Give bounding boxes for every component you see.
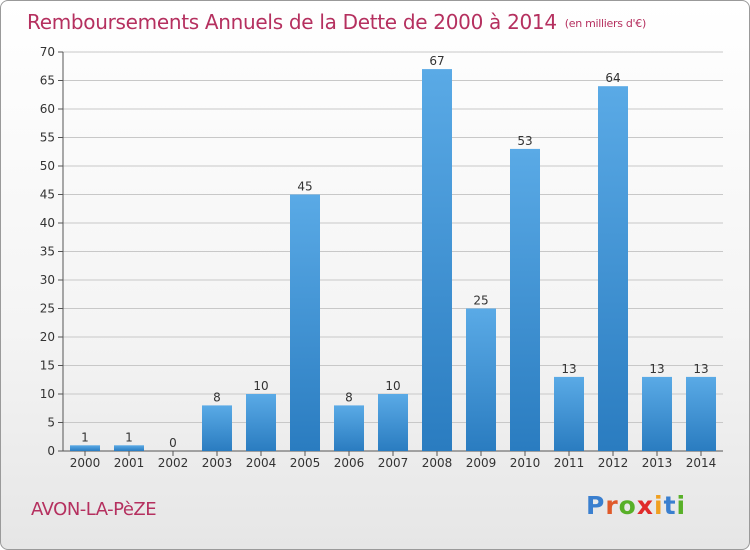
x-tick-label: 2006 [334, 456, 365, 470]
y-tick-label: 0 [47, 444, 55, 458]
x-tick-labels: 2000 2001 2002 2003 2004 2005 2006 2007 2008 2009… [70, 456, 717, 470]
y-tick-label: 55 [40, 131, 55, 145]
bar [642, 376, 672, 451]
bar-value-label: 1 [81, 430, 89, 444]
logo-letter: r [605, 491, 619, 520]
bar [598, 86, 628, 451]
bar-value-label: 45 [297, 180, 312, 194]
y-tick-label: 20 [40, 330, 55, 344]
bar-value-label: 67 [429, 54, 444, 68]
bar-value-label: 13 [561, 362, 576, 376]
bar-value-label: 10 [253, 379, 268, 393]
x-tick-label: 2000 [70, 456, 101, 470]
bar-value-label: 53 [517, 134, 532, 148]
bar-value-label: 1 [125, 430, 133, 444]
bars [70, 69, 716, 451]
bar-value-label: 8 [213, 390, 221, 404]
bar-value-label: 13 [649, 362, 664, 376]
logo-letter: t [663, 491, 677, 520]
x-tick-label: 2008 [422, 456, 453, 470]
bar [422, 69, 452, 451]
y-tick-label: 50 [40, 159, 55, 173]
bar-value-label: 13 [693, 362, 708, 376]
bar-value-label: 64 [605, 71, 620, 85]
logo-letter: o [618, 491, 637, 520]
bar [466, 308, 496, 451]
bar-value-label: 0 [169, 436, 177, 450]
y-tick-label: 40 [40, 216, 55, 230]
x-tick-label: 2007 [378, 456, 409, 470]
y-tick-label: 30 [40, 273, 55, 287]
bar [334, 405, 364, 451]
x-tick-label: 2013 [642, 456, 673, 470]
logo-letter: P [586, 491, 606, 520]
x-tick-label: 2014 [686, 456, 717, 470]
logo-letter: i [676, 491, 687, 520]
y-tick-label: 60 [40, 102, 55, 116]
bar [290, 194, 320, 451]
x-tick-label: 2002 [158, 456, 189, 470]
x-tick-label: 2001 [114, 456, 145, 470]
y-tick-label: 70 [40, 45, 55, 59]
y-tick-label: 25 [40, 302, 55, 316]
bar-value-label: 10 [385, 379, 400, 393]
bar [510, 148, 540, 451]
x-tick-label: 2012 [598, 456, 629, 470]
x-tick-label: 2011 [554, 456, 585, 470]
bar [686, 376, 716, 451]
x-tick-label: 2009 [466, 456, 497, 470]
commune-name: AVON-LA-PèZE [31, 499, 157, 520]
bar [114, 445, 144, 451]
x-tick-label: 2010 [510, 456, 541, 470]
bar-value-label: 25 [473, 294, 488, 308]
y-tick-label: 65 [40, 74, 55, 88]
x-tick-label: 2004 [246, 456, 277, 470]
bar [378, 394, 408, 451]
y-tick-label: 45 [40, 188, 55, 202]
bar-value-label: 8 [345, 390, 353, 404]
y-tick-label: 5 [47, 416, 55, 430]
logo-letter: x [636, 491, 654, 520]
y-tick-label: 10 [40, 387, 55, 401]
chart-title: Remboursements Annuels de la Dette de 20… [27, 10, 646, 34]
proxiti-logo: Proxiti [586, 491, 686, 520]
chart-title-text: Remboursements Annuels de la Dette de 20… [27, 10, 557, 34]
logo-letter: i [654, 491, 664, 520]
x-tick-label: 2005 [290, 456, 321, 470]
bar [202, 405, 232, 451]
y-tick-label: 15 [40, 359, 55, 373]
bar [554, 376, 584, 451]
y-tick-labels: 0 5 10 15 20 25 30 35 40 45 50 55 60 65 70 [40, 45, 55, 458]
bar [70, 445, 100, 451]
y-tick-label: 35 [40, 245, 55, 259]
chart-unit: (en milliers d'€) [564, 17, 646, 30]
x-tick-label: 2003 [202, 456, 233, 470]
bar [246, 394, 276, 451]
